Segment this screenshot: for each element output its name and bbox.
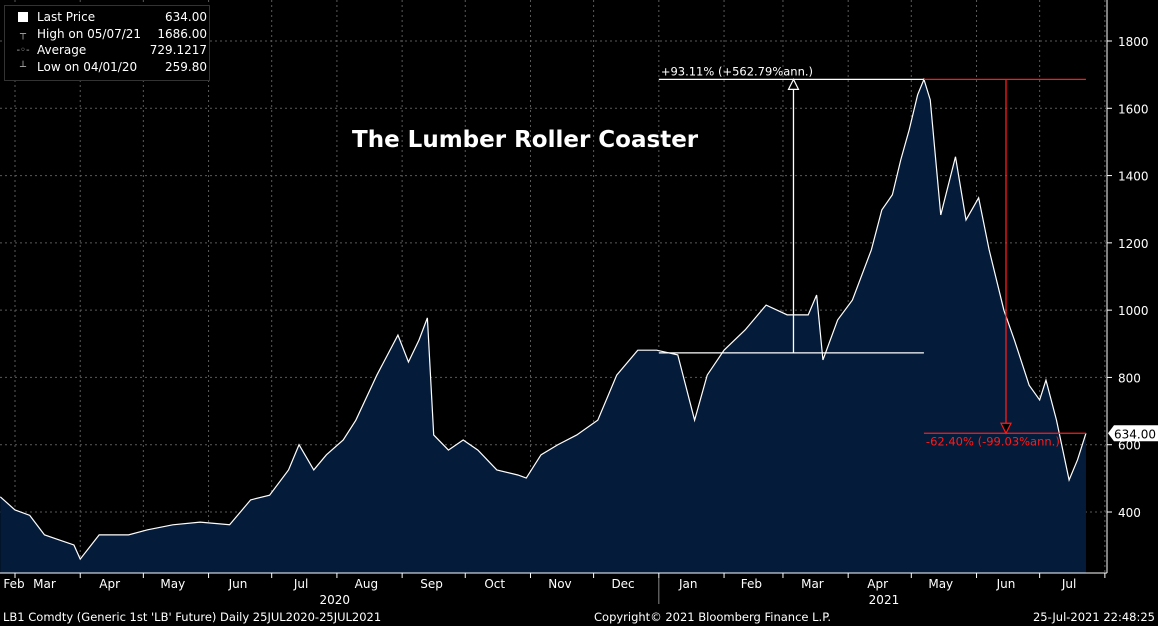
average-marker-icon: -◦- — [16, 45, 30, 56]
price-line — [0, 77, 1087, 561]
annotations: +93.11% (+562.79%ann.) -62.40% (-99.03%an… — [658, 64, 1086, 448]
legend-label: High on 05/07/21 — [37, 27, 142, 41]
last-price-tag — [1108, 425, 1158, 442]
y-tick-label: 1600 — [1118, 102, 1149, 116]
x-tick-label: Feb — [3, 577, 24, 591]
legend-label: Low on 04/01/20 — [37, 60, 138, 74]
x-tick-label: Aug — [355, 577, 378, 591]
x-tick-label: Feb — [741, 577, 762, 591]
x-tick-label: Sep — [420, 577, 443, 591]
x-tick-label: Jul — [293, 577, 308, 591]
x-tick-label: Jan — [678, 577, 698, 591]
annotation-label: +93.11% (+562.79%ann.) — [661, 64, 813, 78]
price-area — [0, 77, 1087, 574]
y-tick-label: 1400 — [1118, 170, 1149, 184]
x-tick-label: Jun — [996, 577, 1016, 591]
annotation-arrowhead-icon — [1000, 422, 1012, 435]
legend-value: 729.1217 — [149, 43, 207, 57]
chart-title: The Lumber Roller Coaster — [352, 127, 699, 153]
y-tick-label: 1800 — [1118, 35, 1149, 49]
legend-item-average: -◦- Average 729.1217 — [13, 43, 207, 58]
legend-item-last-price: Last Price 634.00 — [13, 10, 207, 25]
year-label: 2020 — [320, 593, 351, 607]
low-marker-icon: ┴ — [19, 62, 27, 73]
annotation-arrowhead-icon — [787, 78, 800, 90]
axes: 400 600 800 1000 1200 1400 1600 1800 Feb Mar Apr Ma… — [0, 0, 1158, 607]
y-tick-label: 1000 — [1118, 304, 1149, 318]
x-tick-label: Oct — [484, 577, 505, 591]
y-tick-label: 600 — [1118, 439, 1141, 453]
x-tick-label: Jul — [1061, 577, 1076, 591]
legend-value: 1686.00 — [157, 27, 207, 41]
x-tick-label: May — [160, 577, 185, 591]
timestamp: 25-Jul-2021 22:48:25 — [1032, 610, 1155, 624]
high-marker-icon: ┬ — [19, 29, 27, 40]
legend: Last Price 634.00 ┬ High on 05/07/21 168… — [4, 5, 210, 81]
price-area-fill — [0, 79, 1086, 574]
x-tick-label: Apr — [99, 577, 120, 591]
legend-value: 634.00 — [165, 10, 207, 24]
x-tick-label: Dec — [611, 577, 634, 591]
year-label: 2021 — [869, 593, 900, 607]
filled-square-icon — [13, 10, 33, 27]
y-tick-label: 800 — [1118, 371, 1141, 385]
x-tick-label: Nov — [548, 577, 571, 591]
x-tick-label: Mar — [801, 577, 824, 591]
legend-value: 259.80 — [165, 60, 207, 74]
copyright: Copyright© 2021 Bloomberg Finance L.P. — [594, 610, 831, 624]
x-tick-label: Mar — [33, 577, 56, 591]
x-tick-label: Apr — [867, 577, 888, 591]
annotation-label: -62.40% (-99.03%ann.) — [926, 434, 1060, 448]
legend-item-high: ┬ High on 05/07/21 1686.00 — [13, 27, 207, 42]
last-price-value: 634.00 — [1114, 427, 1156, 441]
y-tick-label: 400 — [1118, 506, 1141, 520]
x-tick-label: May — [928, 577, 953, 591]
legend-label: Last Price — [37, 10, 96, 24]
legend-label: Average — [37, 43, 87, 57]
legend-item-low: ┴ Low on 04/01/20 259.80 — [13, 60, 207, 75]
x-tick-label: Jun — [228, 577, 248, 591]
y-tick-label: 1200 — [1118, 237, 1149, 251]
security-description: LB1 Comdty (Generic 1st 'LB' Future) Dai… — [3, 610, 382, 624]
